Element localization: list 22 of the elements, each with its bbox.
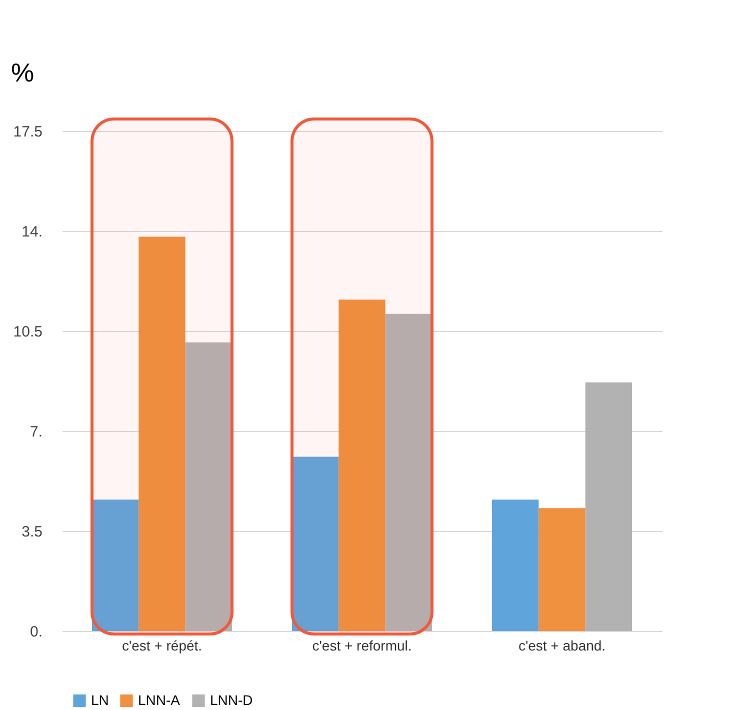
y-tick-label: 14. (22, 224, 42, 240)
bar (185, 342, 232, 631)
bar (492, 500, 539, 631)
bar (385, 314, 432, 631)
y-tick-label: 10.5 (13, 324, 42, 340)
bar (338, 300, 386, 631)
y-tick-label: 3.5 (22, 524, 42, 540)
y-tick-label: 0. (30, 624, 42, 640)
x-tick-label: c'est + aband. (518, 638, 606, 654)
legend-label: LNN-A (138, 692, 181, 708)
x-tick-label: c'est + répét. (122, 638, 202, 654)
bar (92, 500, 139, 631)
y-axis-title: % (10, 58, 34, 88)
bar (292, 456, 339, 631)
legend-label: LNN-D (210, 692, 253, 708)
y-tick-label: 17.5 (13, 124, 42, 140)
bar (538, 508, 586, 631)
y-tick-label: 7. (30, 424, 42, 440)
bar (585, 382, 632, 631)
bar (138, 236, 186, 631)
x-tick-label: c'est + reformul. (312, 638, 412, 654)
legend-label: LN (91, 692, 109, 708)
